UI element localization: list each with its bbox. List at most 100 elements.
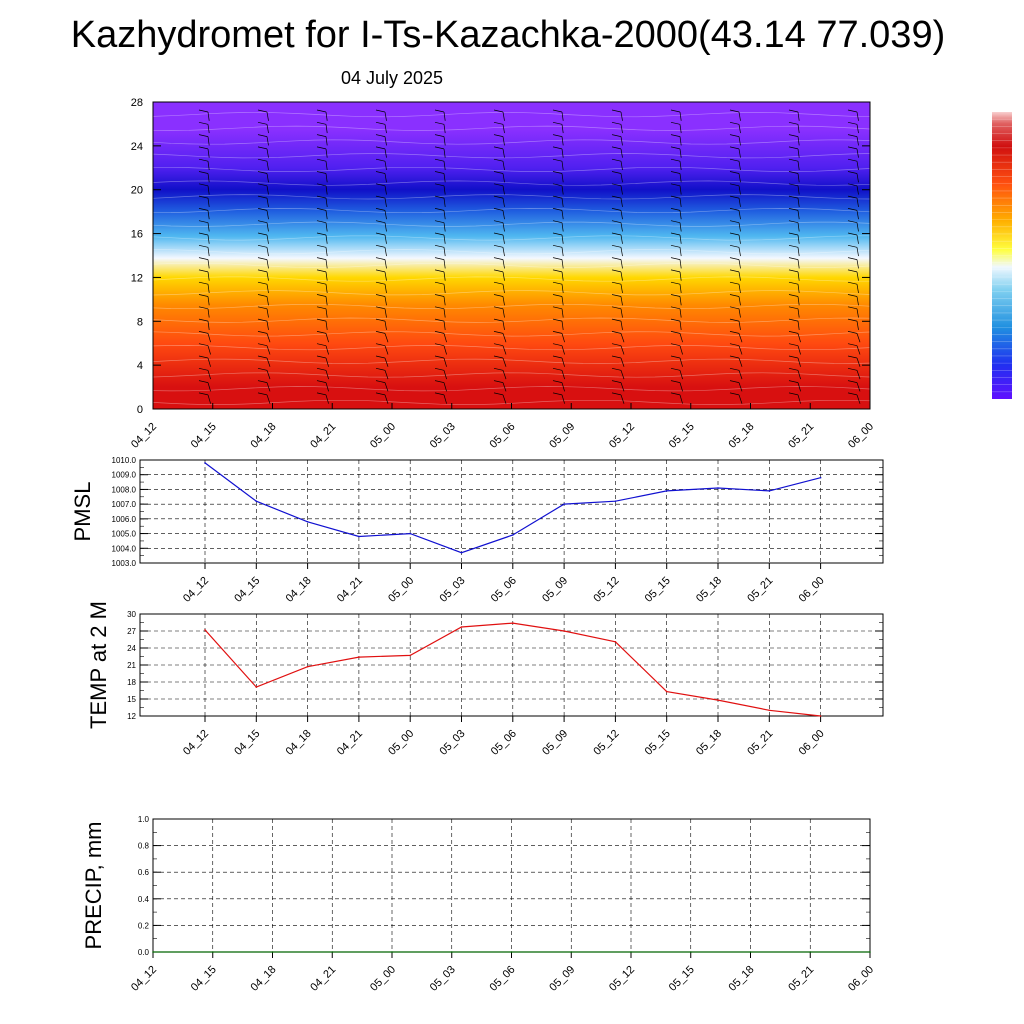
contour-line (153, 125, 870, 131)
wind-barb (620, 185, 623, 195)
wind-barb (916, 333, 919, 342)
wind-barb (443, 296, 446, 306)
contour-line (153, 317, 870, 323)
wind-barb-feather (729, 355, 740, 359)
wind-barb-feather (611, 195, 622, 199)
wind-barb-feather (316, 392, 327, 396)
wind-barb-feather (257, 232, 268, 236)
wind-barb-feather (788, 208, 799, 211)
wind-barb (443, 370, 447, 380)
wind-barb (384, 173, 387, 183)
wind-barb-feather (611, 232, 622, 236)
wind-barb (266, 173, 269, 183)
wind-barb (502, 345, 507, 355)
wind-barb (916, 223, 917, 232)
wind-barb (207, 370, 211, 380)
wind-barb-feather (375, 109, 386, 113)
wind-barb-feather (847, 195, 858, 199)
wind-barb-feather (847, 257, 858, 260)
wind-barb-feather (847, 158, 858, 162)
wind-barb (916, 174, 917, 183)
x-tick-label: 05_00 (386, 728, 416, 758)
data-point (212, 951, 214, 953)
x-tick-label: 05_03 (438, 575, 468, 605)
wind-barb (738, 308, 741, 318)
x-tick-label: 06_00 (797, 575, 827, 605)
wind-barb (916, 358, 919, 367)
data-point (630, 951, 632, 953)
wind-barb (738, 271, 741, 281)
wind-barb (384, 382, 389, 392)
wind-barb-feather (198, 208, 209, 211)
wind-barb (207, 173, 210, 183)
wind-barb (325, 308, 328, 318)
wind-barb (384, 296, 387, 306)
wind-barb-feather (257, 269, 268, 273)
y-tick-label: 0 (137, 404, 143, 416)
wind-barb-feather (670, 121, 681, 125)
wind-barb-feather (788, 244, 799, 248)
wind-barb (561, 136, 564, 146)
wind-barb (620, 382, 625, 392)
contour-line (153, 372, 870, 378)
wind-barb-feather (552, 355, 563, 359)
wind-barb-feather (493, 294, 504, 297)
wind-barb (856, 357, 861, 367)
wind-barb-feather (847, 121, 858, 125)
wind-barb (207, 124, 210, 134)
wind-barb (797, 148, 800, 158)
wind-barb-feather (670, 158, 681, 162)
wind-barb-feather (493, 220, 504, 224)
wind-barb-feather (847, 109, 858, 113)
wind-barb (502, 111, 505, 121)
y-tick-label: 1.0 (138, 815, 150, 824)
x-tick-label: 05_09 (540, 728, 570, 758)
wind-barb (443, 247, 446, 257)
wind-barb (856, 308, 859, 318)
wind-barb (266, 382, 271, 392)
wind-barb (916, 260, 917, 269)
wind-barb-feather (375, 269, 386, 273)
wind-barb (797, 210, 800, 220)
wind-barb-feather (729, 257, 740, 260)
wind-barb (856, 333, 861, 343)
wind-barb (384, 321, 387, 330)
x-tick-label: 06_00 (846, 421, 876, 451)
wind-barb-feather (788, 158, 799, 162)
wind-barb (207, 345, 211, 355)
wind-barb (207, 136, 210, 146)
x-tick-label: 05_00 (368, 964, 398, 994)
wind-barb (207, 222, 210, 232)
wind-barb (620, 271, 623, 281)
wind-barb-feather (375, 343, 386, 347)
data-point (819, 715, 822, 717)
wind-barb-feather (611, 109, 622, 113)
wind-barb-feather (316, 318, 327, 322)
wind-barb-feather (257, 121, 268, 125)
wind-barb-feather (907, 393, 916, 395)
wind-barb (797, 185, 800, 195)
wind-barb (502, 234, 505, 244)
y-tick-label: 0.4 (138, 895, 150, 904)
contour-line (153, 331, 870, 337)
wind-barb-feather (611, 183, 622, 187)
wind-barb-feather (788, 281, 799, 285)
wind-barb (266, 284, 269, 294)
data-point (665, 690, 668, 693)
wind-barb (443, 271, 446, 281)
wind-barb (738, 124, 741, 134)
wind-barb-feather (611, 146, 622, 150)
data-point (717, 487, 719, 489)
wind-barb (325, 357, 329, 367)
wind-barb-feather (316, 171, 327, 174)
wind-barb (679, 247, 682, 257)
plot-frame (139, 459, 884, 564)
wind-barb-feather (316, 134, 327, 137)
wind-barb (325, 148, 328, 158)
y-tick-label: 16 (131, 229, 143, 241)
wind-barb-feather (493, 257, 504, 260)
wind-barb (502, 148, 505, 158)
x-tick-label: 04_12 (129, 421, 159, 451)
data-point (819, 476, 822, 479)
wind-barb-feather (611, 281, 622, 285)
